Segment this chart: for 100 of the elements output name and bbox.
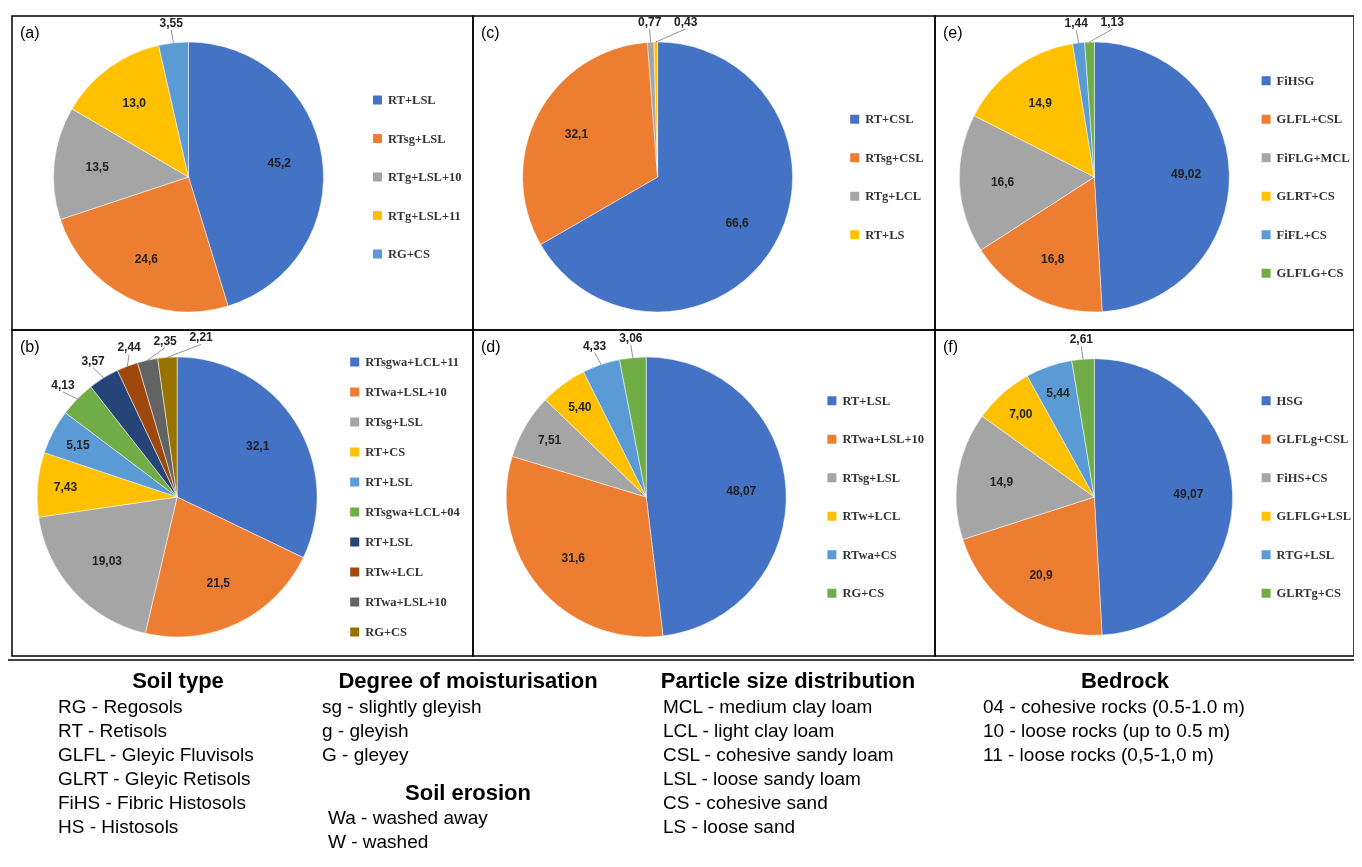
text: Wa - washed away xyxy=(328,807,489,828)
data-label: 7,43 xyxy=(53,480,78,495)
data-label: 3,06 xyxy=(619,330,643,345)
data-label: 31,6 xyxy=(561,551,586,566)
text: Soil erosion xyxy=(405,780,531,805)
legend-label: GLFLG+CS xyxy=(1276,266,1344,281)
legend-label: GLFL+CSL xyxy=(1276,112,1343,127)
data-label: 13,5 xyxy=(85,160,110,175)
legend-label: RTsgwa+LCL+04 xyxy=(365,505,461,519)
data-label: 7,00 xyxy=(1009,407,1033,422)
text: LCL - light clay loam xyxy=(663,720,835,741)
text: CSL - cohesive sandy loam xyxy=(663,744,894,765)
chart-title: (f) xyxy=(943,338,959,355)
legend-label: FiFL+CS xyxy=(1276,227,1327,242)
legend-label: RTsg+CSL xyxy=(865,150,924,165)
legend-label: GLFLG+LSL xyxy=(1276,509,1352,524)
legend-label: HSG xyxy=(1276,393,1304,408)
data-label: 2,61 xyxy=(1069,332,1094,347)
data-label: 14,9 xyxy=(989,475,1014,490)
legend-label: FiHSG xyxy=(1276,73,1315,88)
text: RT - Retisols xyxy=(58,720,168,741)
data-label: 7,51 xyxy=(537,433,562,448)
data-label: 3,57 xyxy=(81,353,106,368)
text: Particle size distribution xyxy=(660,668,916,693)
legend-label: RTwa+LSL+10 xyxy=(365,385,447,399)
legend-label: GLRT+CS xyxy=(1276,189,1335,204)
data-label: 4,33 xyxy=(582,338,607,353)
legend-label: RG+CS xyxy=(842,586,885,601)
chart-title: (a) xyxy=(20,24,40,41)
legend-label: RT+LS xyxy=(865,227,905,242)
data-label: 2,44 xyxy=(117,340,142,355)
data-label: 5,40 xyxy=(568,399,592,414)
chart-title: (c) xyxy=(481,24,500,41)
data-label: 2,21 xyxy=(189,330,214,345)
data-label: 14,9 xyxy=(1028,95,1053,110)
data-label: 19,03 xyxy=(91,554,123,569)
text: Soil type xyxy=(132,668,224,693)
data-label: 13,0 xyxy=(122,95,147,110)
text: Bedrock xyxy=(1080,668,1170,693)
data-label: 32,1 xyxy=(246,439,270,454)
legend-label: RTg+LSL+11 xyxy=(388,208,461,223)
data-label: 49,02 xyxy=(1171,167,1202,182)
legend-label: RTg+LSL+10 xyxy=(388,170,462,184)
legend-label: RT+LSL xyxy=(365,535,413,549)
legend-label: RT+CSL xyxy=(865,112,914,127)
data-label: 24,6 xyxy=(134,251,159,266)
text: GLFL - Gleyic Fluvisols xyxy=(58,744,254,765)
data-label: 45,2 xyxy=(267,156,292,171)
text: 11 - loose rocks (0,5-1,0 m) xyxy=(983,744,1214,765)
legend-label: RTsg+LSL xyxy=(365,415,423,429)
legend-label: GLFLg+CSL xyxy=(1276,432,1349,447)
data-label: 1,13 xyxy=(1100,15,1125,30)
text: W - washed xyxy=(328,831,429,852)
data-label: 3,55 xyxy=(159,15,184,30)
legend-label: RG+CS xyxy=(365,625,408,639)
legend-label: RTsg+LSL xyxy=(842,470,901,485)
chart-title: (e) xyxy=(943,24,963,41)
text: CS - cohesive sand xyxy=(663,792,828,813)
legend-label: RTwa+LSL+10 xyxy=(365,595,447,609)
legend-label: RTw+LCL xyxy=(842,509,901,524)
legend-label: FiHS+CS xyxy=(1276,470,1328,485)
text: HS - Histosols xyxy=(58,816,179,837)
data-label: 16,8 xyxy=(1041,251,1065,266)
legend-label: RTg+LCL xyxy=(865,189,922,204)
legend-label: RTwa+LSL+10 xyxy=(842,432,925,447)
text: 10 - loose rocks (up to 0.5 m) xyxy=(983,720,1231,741)
data-label: 49,07 xyxy=(1173,487,1204,502)
data-label: 5,44 xyxy=(1046,385,1070,400)
text: MCL - medium clay loam xyxy=(663,696,873,717)
text: 04 - cohesive rocks (0.5-1.0 m) xyxy=(983,696,1245,717)
legend-label: RT+CS xyxy=(365,445,406,459)
text: LSL - loose sandy loam xyxy=(663,768,861,789)
legend-label: RG+CS xyxy=(388,247,430,261)
data-label: 0,43 xyxy=(673,15,698,30)
legend-label: RTsgwa+LCL+11 xyxy=(365,355,460,369)
text: g - gleyish xyxy=(322,720,409,741)
data-label: 5,15 xyxy=(66,437,90,452)
text: GLRT - Gleyic Retisols xyxy=(58,768,251,789)
legend-label: FiFLG+MCL xyxy=(1276,150,1350,165)
text: FiHS - Fibric Histosols xyxy=(58,792,246,813)
legend-label: RT+LSL xyxy=(842,393,891,408)
data-label: 0,77 xyxy=(637,15,662,30)
text: Degree of moisturisation xyxy=(338,668,598,693)
text: (b) xyxy=(20,338,40,355)
chart-title: (d) xyxy=(481,338,501,355)
legend-label: RT+LSL xyxy=(388,93,436,107)
legend-label: RTG+LSL xyxy=(1276,547,1335,562)
data-label: 16,6 xyxy=(990,174,1015,189)
legend-label: RTw+LCL xyxy=(365,565,424,579)
data-label: 32,1 xyxy=(564,127,589,142)
legend-label: RT+LSL xyxy=(365,475,413,489)
legend-label: RTwa+CS xyxy=(842,547,897,562)
legend-label: GLRTg+CS xyxy=(1276,586,1341,601)
data-label: 48,07 xyxy=(726,484,757,499)
data-label: 1,44 xyxy=(1064,16,1089,31)
text: G - gleyey xyxy=(322,744,410,765)
text: RG - Regosols xyxy=(58,696,183,717)
text: LS - loose sand xyxy=(663,816,796,837)
data-label: 2,35 xyxy=(153,333,178,348)
data-label: 66,6 xyxy=(725,215,750,230)
